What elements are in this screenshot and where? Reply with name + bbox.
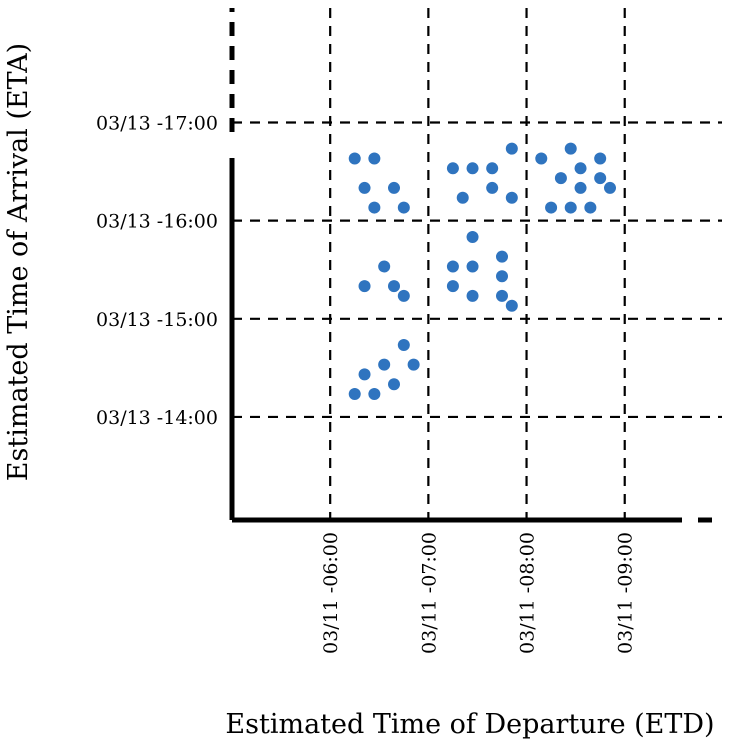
- data-point: [584, 201, 597, 214]
- data-point: [496, 270, 508, 283]
- data-point: [545, 201, 558, 214]
- x-axis-title: Estimated Time of Departure (ETD): [225, 709, 714, 740]
- data-point: [388, 378, 400, 391]
- data-point: [564, 142, 577, 155]
- data-point: [446, 162, 459, 175]
- y-axis-title: Estimated Time of Arrival (ETA): [3, 43, 34, 481]
- data-point: [368, 388, 381, 401]
- data-point: [505, 191, 518, 204]
- data-point: [358, 181, 371, 194]
- data-point: [358, 368, 371, 381]
- data-point: [407, 358, 420, 371]
- data-point: [466, 162, 479, 175]
- x-tick-label: 03/11 -09:00: [615, 532, 637, 654]
- data-point: [535, 152, 548, 165]
- data-point: [446, 260, 459, 273]
- data-point: [456, 191, 469, 204]
- data-point: [466, 289, 479, 302]
- y-tick-label: 03/13 -17:00: [96, 113, 218, 135]
- data-point: [496, 250, 508, 263]
- data-point: [594, 172, 607, 185]
- data-point: [466, 260, 479, 273]
- data-point: [378, 358, 391, 371]
- y-tick-label: 03/13 -14:00: [96, 407, 218, 429]
- data-point: [505, 299, 518, 312]
- data-point: [486, 162, 499, 175]
- data-point: [466, 231, 479, 244]
- data-point: [348, 388, 361, 401]
- data-points: [348, 142, 616, 401]
- x-tick-labels: 03/11 -06:00 03/11 -07:00 03/11 -08:00 03/1…: [320, 532, 637, 654]
- data-point: [397, 289, 410, 302]
- x-tick-label: 03/11 -06:00: [320, 532, 342, 654]
- data-point: [604, 181, 616, 194]
- axes: [229, 8, 722, 523]
- data-point: [378, 260, 391, 273]
- data-point: [358, 280, 371, 293]
- data-point: [564, 201, 577, 214]
- data-point: [554, 172, 567, 185]
- data-point: [388, 181, 400, 194]
- data-point: [594, 152, 607, 165]
- data-point: [446, 280, 459, 293]
- x-tick-label: 03/11 -07:00: [418, 532, 440, 654]
- y-tick-labels: 03/13 -14:00 03/13 -15:00 03/13 -16:00 03/1…: [96, 113, 218, 429]
- data-point: [574, 162, 587, 175]
- x-tick-label: 03/11 -08:00: [517, 532, 539, 654]
- data-point: [574, 181, 587, 194]
- data-point: [368, 201, 381, 214]
- y-tick-label: 03/13 -15:00: [96, 309, 218, 331]
- y-tick-label: 03/13 -16:00: [96, 211, 218, 233]
- data-point: [368, 152, 381, 165]
- data-point: [388, 280, 400, 293]
- data-point: [486, 181, 499, 194]
- grid-lines: [232, 8, 722, 520]
- data-point: [496, 289, 508, 302]
- data-point: [397, 201, 410, 214]
- data-point: [348, 152, 361, 165]
- data-point: [505, 142, 518, 155]
- data-point: [397, 338, 410, 351]
